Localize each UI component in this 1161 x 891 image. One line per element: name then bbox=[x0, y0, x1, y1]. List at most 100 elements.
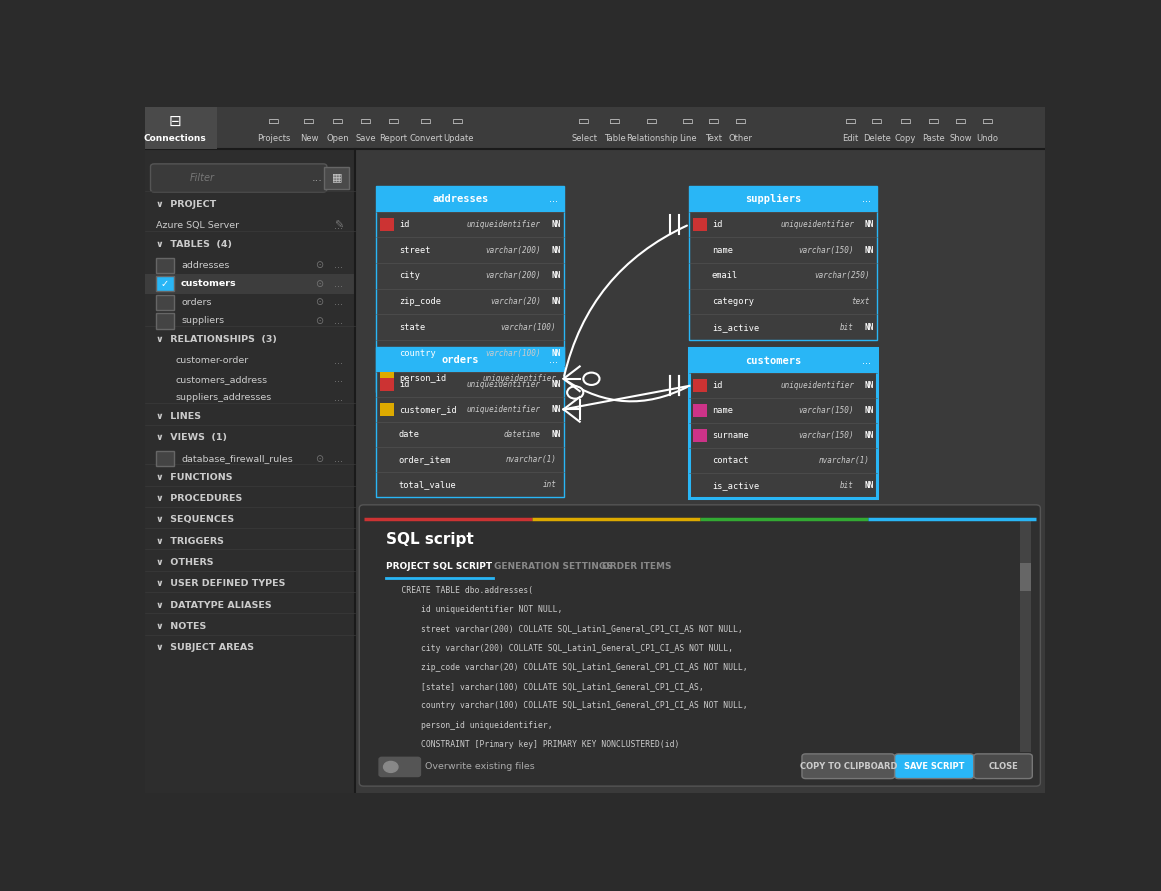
Text: varchar(200): varchar(200) bbox=[485, 272, 541, 281]
Text: ...: ... bbox=[334, 221, 344, 231]
Text: NN: NN bbox=[865, 246, 874, 255]
FancyBboxPatch shape bbox=[802, 754, 895, 779]
FancyBboxPatch shape bbox=[895, 754, 974, 779]
Text: uniqueidentifier: uniqueidentifier bbox=[467, 405, 541, 413]
Text: ▭: ▭ bbox=[871, 115, 882, 128]
Text: bit: bit bbox=[841, 481, 854, 490]
Text: ...: ... bbox=[334, 316, 344, 326]
Text: Update: Update bbox=[444, 135, 474, 143]
Text: varchar(100): varchar(100) bbox=[485, 348, 541, 357]
FancyBboxPatch shape bbox=[376, 347, 563, 372]
Text: ▭: ▭ bbox=[303, 115, 315, 128]
Text: ...: ... bbox=[334, 393, 344, 403]
FancyBboxPatch shape bbox=[380, 372, 395, 386]
Text: CLOSE: CLOSE bbox=[988, 762, 1018, 771]
Text: id: id bbox=[712, 381, 722, 390]
Text: bit: bit bbox=[841, 323, 854, 331]
Text: date: date bbox=[399, 429, 420, 438]
FancyBboxPatch shape bbox=[151, 164, 327, 192]
Text: ∨  LINES: ∨ LINES bbox=[156, 412, 201, 421]
FancyBboxPatch shape bbox=[145, 107, 217, 150]
Text: varchar(100): varchar(100) bbox=[500, 323, 556, 331]
Text: city: city bbox=[399, 272, 420, 281]
Text: Line: Line bbox=[679, 135, 697, 143]
Text: Report: Report bbox=[380, 135, 408, 143]
Text: street: street bbox=[399, 246, 431, 255]
Text: NN: NN bbox=[551, 380, 561, 389]
Text: is_active: is_active bbox=[712, 323, 759, 331]
Text: ▭: ▭ bbox=[268, 115, 280, 128]
FancyBboxPatch shape bbox=[156, 314, 174, 329]
Text: ∨  FUNCTIONS: ∨ FUNCTIONS bbox=[156, 473, 232, 482]
Text: person_id: person_id bbox=[399, 374, 446, 383]
Text: CREATE TABLE dbo.addresses(: CREATE TABLE dbo.addresses( bbox=[382, 586, 533, 595]
Text: ∨  USER DEFINED TYPES: ∨ USER DEFINED TYPES bbox=[156, 579, 286, 588]
Text: Text: Text bbox=[705, 135, 722, 143]
FancyBboxPatch shape bbox=[693, 405, 707, 417]
FancyBboxPatch shape bbox=[974, 754, 1032, 779]
Text: zip_code: zip_code bbox=[399, 297, 441, 307]
Text: addresses: addresses bbox=[181, 261, 230, 270]
FancyBboxPatch shape bbox=[156, 257, 174, 273]
Text: orders: orders bbox=[181, 298, 211, 307]
Text: ▭: ▭ bbox=[708, 115, 720, 128]
Text: orders: orders bbox=[442, 355, 479, 364]
Text: Table: Table bbox=[604, 135, 626, 143]
Text: name: name bbox=[712, 406, 733, 415]
Text: NN: NN bbox=[551, 405, 561, 413]
Text: NN: NN bbox=[865, 381, 874, 390]
Text: Projects: Projects bbox=[257, 135, 290, 143]
Text: Delete: Delete bbox=[863, 135, 890, 143]
FancyBboxPatch shape bbox=[145, 107, 1045, 150]
Text: ▭: ▭ bbox=[845, 115, 857, 128]
Text: id uniqueidentifier NOT NULL,: id uniqueidentifier NOT NULL, bbox=[382, 605, 562, 614]
Text: state: state bbox=[399, 323, 425, 331]
Text: ▭: ▭ bbox=[981, 115, 993, 128]
Text: ...: ... bbox=[334, 298, 344, 307]
FancyBboxPatch shape bbox=[145, 150, 355, 793]
Text: street varchar(200) COLLATE SQL_Latin1_General_CP1_CI_AS NOT NULL,: street varchar(200) COLLATE SQL_Latin1_G… bbox=[382, 625, 743, 634]
Text: ▭: ▭ bbox=[682, 115, 693, 128]
Text: order_item: order_item bbox=[399, 454, 452, 463]
Circle shape bbox=[583, 372, 599, 385]
Text: suppliers: suppliers bbox=[181, 316, 224, 325]
Text: person_id uniqueidentifier,: person_id uniqueidentifier, bbox=[382, 721, 553, 730]
Text: ▭: ▭ bbox=[360, 115, 372, 128]
FancyBboxPatch shape bbox=[690, 186, 877, 340]
Text: Undo: Undo bbox=[976, 135, 998, 143]
Text: surname: surname bbox=[712, 431, 749, 440]
Text: datetime: datetime bbox=[504, 429, 541, 438]
Text: zip_code varchar(20) COLLATE SQL_Latin1_General_CP1_CI_AS NOT NULL,: zip_code varchar(20) COLLATE SQL_Latin1_… bbox=[382, 663, 748, 672]
Text: Save: Save bbox=[355, 135, 376, 143]
Text: NN: NN bbox=[551, 272, 561, 281]
Text: ▭: ▭ bbox=[608, 115, 621, 128]
Text: int: int bbox=[542, 479, 556, 488]
Text: ▭: ▭ bbox=[332, 115, 344, 128]
Text: PROJECT SQL SCRIPT: PROJECT SQL SCRIPT bbox=[387, 562, 492, 571]
Text: Open: Open bbox=[326, 135, 349, 143]
Text: ∨  SUBJECT AREAS: ∨ SUBJECT AREAS bbox=[156, 643, 254, 652]
FancyBboxPatch shape bbox=[378, 757, 420, 777]
FancyBboxPatch shape bbox=[376, 347, 563, 496]
Text: varchar(150): varchar(150) bbox=[799, 246, 854, 255]
Text: SAVE SCRIPT: SAVE SCRIPT bbox=[904, 762, 965, 771]
Text: Select: Select bbox=[571, 135, 597, 143]
Text: ∨  VIEWS  (1): ∨ VIEWS (1) bbox=[156, 433, 226, 442]
Text: Overwrite existing files: Overwrite existing files bbox=[425, 763, 535, 772]
Text: ∨  NOTES: ∨ NOTES bbox=[156, 622, 207, 631]
Text: ⊙: ⊙ bbox=[315, 454, 323, 464]
Circle shape bbox=[567, 387, 583, 398]
Text: ...: ... bbox=[549, 193, 558, 204]
FancyBboxPatch shape bbox=[380, 378, 395, 391]
Text: ▭: ▭ bbox=[928, 115, 939, 128]
FancyBboxPatch shape bbox=[693, 380, 707, 392]
Text: Show: Show bbox=[949, 135, 972, 143]
Text: uniqueidentifier: uniqueidentifier bbox=[467, 220, 541, 229]
FancyBboxPatch shape bbox=[690, 348, 877, 498]
Text: ▭: ▭ bbox=[900, 115, 911, 128]
Text: GENERATION SETTINGS: GENERATION SETTINGS bbox=[495, 562, 613, 571]
Text: New: New bbox=[300, 135, 318, 143]
Text: suppliers: suppliers bbox=[745, 193, 802, 204]
Text: city varchar(200) COLLATE SQL_Latin1_General_CP1_CI_AS NOT NULL,: city varchar(200) COLLATE SQL_Latin1_Gen… bbox=[382, 643, 733, 653]
Text: ▭: ▭ bbox=[954, 115, 966, 128]
